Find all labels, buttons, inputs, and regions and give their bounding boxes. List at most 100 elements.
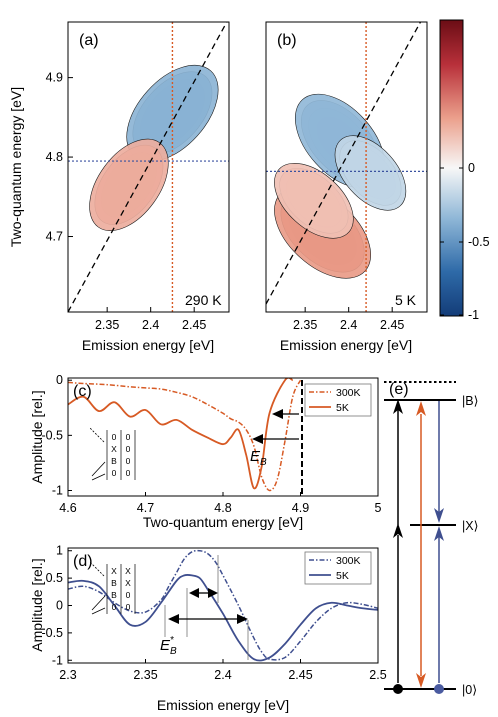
orange-arrowhead-up (416, 401, 426, 416)
feynman-pump-arrow (91, 595, 106, 611)
feynman-ket-label: B (111, 578, 117, 588)
x-tick-label: 2.4 (214, 668, 231, 682)
heatmap-panel-b: 2.35 2.4 2.45 (b) 5 K Emission energy [eV] (265, 21, 428, 353)
heatmap-contour-level (89, 138, 169, 232)
feynman-bra-label: 0 (126, 444, 131, 454)
panel-a-temperature: 290 K (185, 292, 222, 308)
panel-d-xlabel: Emission energy [eV] (157, 697, 289, 713)
ground-dot-black (393, 684, 403, 694)
x-tick-label: 2.3 (59, 668, 76, 682)
feynman-pump-arrow (91, 607, 106, 615)
eb-star-arrows: EB* (160, 555, 249, 660)
colorbar-tick-label: -0.5 (468, 235, 490, 249)
legend-c-5k: 5K (336, 402, 349, 414)
panel-c-ylabel: Amplitude [rel.] (29, 390, 45, 483)
level-b-label: |B⟩ (462, 394, 478, 408)
x-tick-label: 5 (375, 501, 382, 515)
legend-d: 300K 5K (304, 551, 372, 585)
feynman-bra-label: X (125, 578, 131, 588)
feynman-ket-label: X (111, 444, 117, 454)
blue-arrowhead-upper (434, 508, 444, 523)
feynman-ket-label: X (111, 566, 117, 576)
feynman-ket-label: 0 (112, 602, 117, 612)
y-tick-label: 0 (56, 599, 63, 613)
series-line-5k (68, 378, 294, 490)
x-tick-label: 2.45 (288, 668, 312, 682)
eb-arrowhead-300k (272, 409, 283, 419)
x-tick-label: 4.6 (59, 501, 76, 515)
series-line-300k (68, 549, 378, 661)
eb-star-arrowhead-5k-right (208, 588, 218, 598)
legend-c-300k: 300K (336, 387, 361, 399)
line-panel-c: 4.6 4.7 4.8 4.9 50-0.5-1 (c) 300K 5K EB 0 0X 0… (29, 373, 382, 530)
eb-star-arrowhead-300k-left (168, 614, 179, 624)
heatmap-contour-level (274, 162, 354, 239)
eb-arrowhead-5k (252, 434, 263, 444)
feynman-diagram-c: 0 0X 0B 00 0 (89, 427, 136, 481)
legend-d-5k: 5K (336, 570, 349, 582)
diagonal-guide-line (68, 22, 228, 312)
feynman-pump-arrow (91, 473, 106, 481)
feynman-ket-label: 0 (112, 432, 117, 442)
excitation-arrowhead-lower (393, 523, 403, 538)
feynman-diagram-d: X XB XB 00 0 (89, 561, 136, 615)
panel-d-ylabel: Amplitude [rel.] (29, 558, 45, 651)
panel-a-xlabel: Emission energy [eV] (82, 337, 214, 353)
y-tick-label: 1 (56, 544, 63, 558)
panel-b-xlabel: Emission energy [eV] (280, 337, 412, 353)
panel-e-label: (e) (389, 381, 409, 398)
orange-arrowhead-down (416, 673, 426, 688)
feynman-ket-label: 0 (112, 468, 117, 478)
legend-c: 300K 5K (304, 383, 372, 417)
panel-a-ylabel: Two-quantum energy [eV] (8, 87, 24, 247)
panel-b-temperature: 5 K (395, 292, 417, 308)
y-tick-label: -0.5 (41, 428, 63, 442)
energy-level-diagram-e: (e) |B⟩ |X⟩ |0⟩ (384, 381, 478, 697)
heatmap-panel-a: 2.35 2.4 2.45 4.7 4.8 4.9 (a) 290 K Emission … (8, 21, 230, 353)
panel-c-label: (c) (73, 383, 92, 400)
level-0-label: |0⟩ (462, 683, 477, 697)
y-tick-label: 0.5 (46, 571, 63, 585)
colorbar-tick-label: 0 (468, 161, 475, 175)
y-tick-label: -1 (52, 653, 63, 667)
eb-star-arrowhead-5k-left (189, 588, 199, 598)
panel-d-label: (d) (73, 553, 93, 570)
heatmap-a-contours (68, 22, 229, 312)
feynman-pump-arrow (91, 461, 106, 477)
feynman-ket-label: B (111, 456, 117, 466)
line-panel-d: 2.3 2.35 2.4 2.45 2.5 1 0.5 0 -0.5 -1 (d) 300K 5K… (29, 544, 387, 713)
eb-star-arrowhead-300k-right (237, 614, 248, 624)
x-tick-label: 2.4 (340, 318, 357, 332)
heatmap-contour-level (334, 135, 407, 211)
x-tick-label: 2.5 (369, 668, 386, 682)
legend-d-300k: 300K (336, 555, 361, 567)
excitation-arrowhead-upper (393, 399, 403, 414)
x-tick-label: 2.45 (380, 318, 404, 332)
eb-star-annotation: EB* (160, 635, 177, 657)
feynman-bra-label: X (125, 566, 131, 576)
x-tick-label: 2.4 (142, 318, 159, 332)
y-tick-label: 0 (56, 373, 63, 387)
series-line-5k (68, 573, 378, 662)
x-tick-label: 2.35 (95, 318, 119, 332)
feynman-emission-arrow (89, 427, 105, 443)
x-tick-label: 4.8 (214, 501, 231, 515)
heatmap-b-contours (266, 22, 427, 312)
colorbar: 0 -0.5 -1 (439, 19, 490, 322)
feynman-bra-label: 0 (126, 456, 131, 466)
blue-arrowhead-lower (434, 526, 444, 541)
feynman-ket-label: B (111, 590, 117, 600)
x-tick-label: 2.35 (133, 668, 157, 682)
feynman-bra-label: 0 (126, 602, 131, 612)
y-tick-label: 4.7 (46, 230, 63, 244)
x-tick-label: 2.35 (293, 318, 317, 332)
y-tick-label: 4.8 (46, 150, 63, 164)
y-tick-label: -0.5 (41, 626, 63, 640)
x-tick-label: 4.9 (292, 501, 309, 515)
y-tick-label: 4.9 (46, 71, 63, 85)
feynman-bra-label: 0 (126, 590, 131, 600)
feynman-bra-label: 0 (126, 468, 131, 478)
colorbar-tick-label: -1 (468, 308, 479, 322)
series-line-300k (68, 379, 302, 492)
